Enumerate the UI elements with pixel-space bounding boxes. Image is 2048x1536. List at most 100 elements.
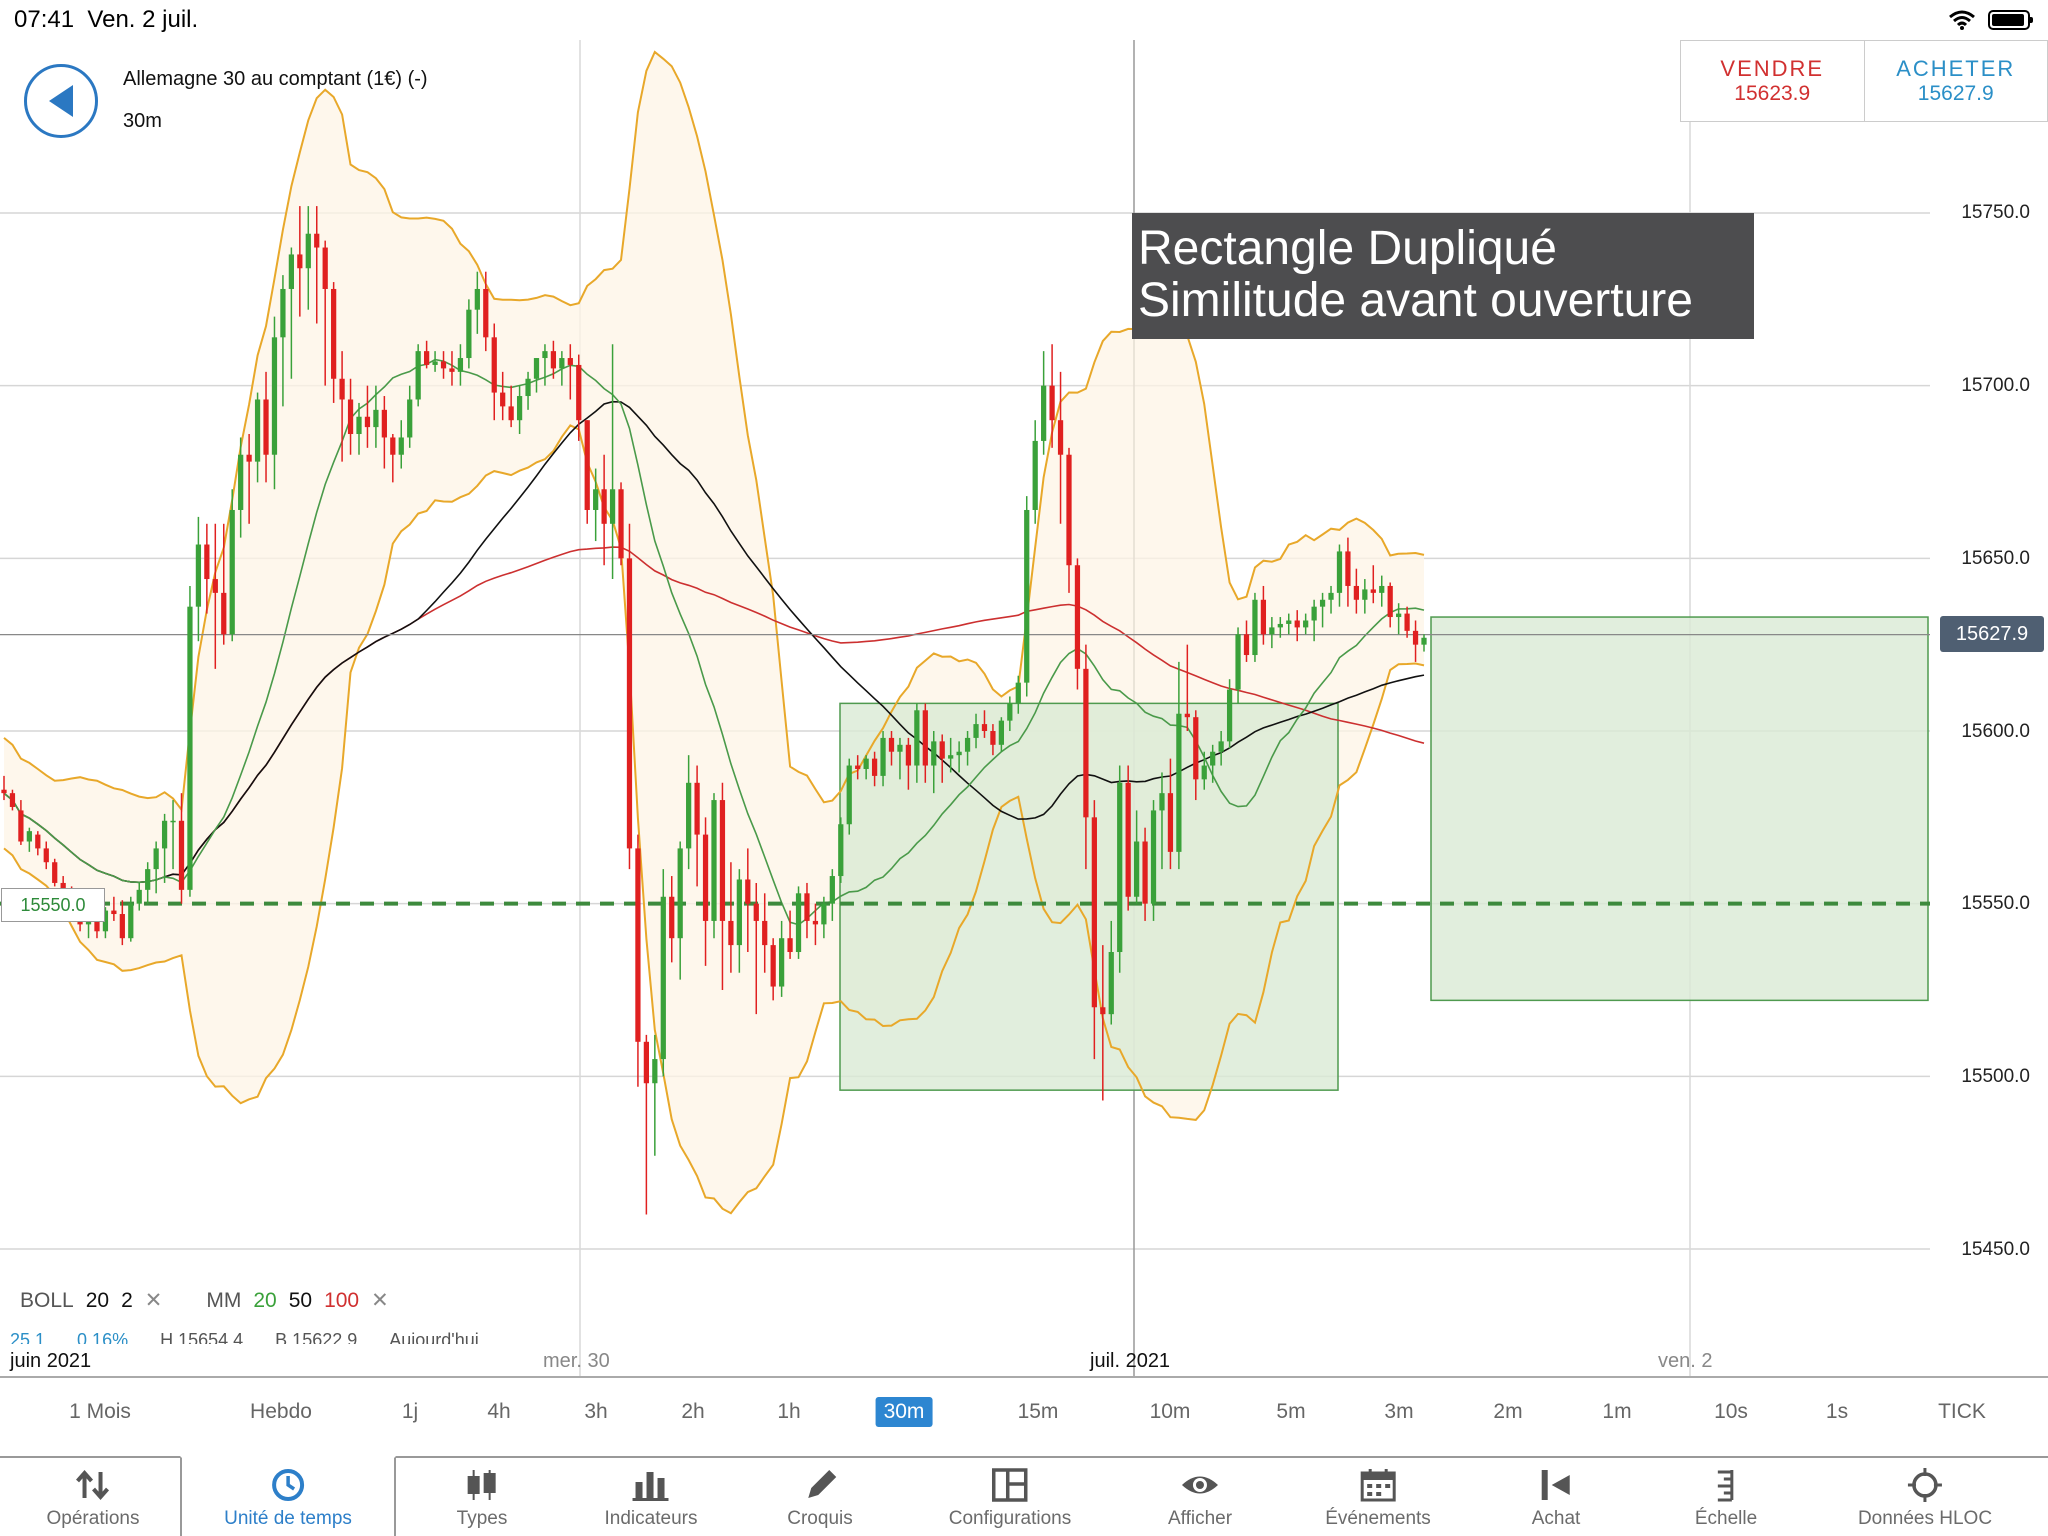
price-tick: 15650.0: [1961, 548, 2030, 569]
timeframe-tick[interactable]: TICK: [1938, 1400, 1986, 1423]
date-label: mer. 30: [543, 1350, 610, 1372]
candle-body: [145, 869, 151, 890]
timeframe-15m[interactable]: 15m: [1017, 1400, 1059, 1423]
tool-indicators[interactable]: Indicateurs: [605, 1458, 697, 1536]
tool-operations[interactable]: Opérations: [47, 1458, 139, 1536]
tool-events[interactable]: Événements: [1325, 1458, 1431, 1536]
tool-label: Échelle: [1694, 1508, 1758, 1529]
candle-body: [1362, 589, 1368, 600]
candle-body: [635, 848, 641, 1042]
timeframe-3h[interactable]: 3h: [584, 1400, 608, 1423]
timeframe-5m[interactable]: 5m: [1276, 1400, 1306, 1423]
timeframe-1s[interactable]: 1s: [1825, 1400, 1849, 1423]
timeframe-1-mois[interactable]: 1 Mois: [69, 1400, 131, 1423]
candle-body: [238, 454, 244, 510]
candle-body: [1015, 682, 1021, 704]
timeframe-1j[interactable]: 1j: [401, 1400, 419, 1423]
candle-body: [1303, 620, 1309, 628]
candle-body: [905, 744, 912, 766]
candle-body: [347, 399, 354, 435]
candle-body: [1083, 668, 1089, 818]
candle-body: [770, 945, 776, 987]
candle-body: [643, 1041, 650, 1084]
candle-body: [1074, 565, 1081, 669]
timeframe-4h[interactable]: 4h: [487, 1400, 511, 1423]
chart-annotation[interactable]: Rectangle Dupliqué Similitude avant ouve…: [1132, 213, 1754, 339]
ma50-line: [3, 400, 1425, 884]
sell-button[interactable]: VENDRE 15623.9: [1681, 41, 1864, 121]
timeframe-1h[interactable]: 1h: [777, 1400, 801, 1423]
candle-body: [533, 358, 540, 379]
candle-body: [195, 544, 202, 607]
candle-body: [170, 820, 176, 823]
tool-purchase[interactable]: Achat: [1532, 1458, 1580, 1536]
timeframe-hebdo[interactable]: Hebdo: [250, 1400, 312, 1423]
timeframe-3m[interactable]: 3m: [1384, 1400, 1414, 1423]
candle-body: [804, 893, 810, 921]
candle-body: [931, 741, 937, 766]
tool-display[interactable]: Afficher: [1168, 1458, 1232, 1536]
candle-body: [753, 903, 759, 921]
candle-body: [246, 454, 252, 462]
timeframe-30m[interactable]: 30m: [875, 1397, 933, 1427]
tool-scale[interactable]: Échelle: [1695, 1458, 1757, 1536]
candle-body: [525, 378, 531, 397]
low-value: B 15622.9: [275, 1330, 358, 1344]
candle-body: [821, 903, 827, 925]
candle-body: [1226, 689, 1233, 742]
price-chart[interactable]: [0, 40, 2048, 1376]
back-button[interactable]: [24, 64, 98, 138]
candle-body: [1252, 599, 1258, 656]
candle-body: [1336, 551, 1343, 593]
candles-icon: [467, 1470, 496, 1500]
tool-configurations[interactable]: Configurations: [949, 1458, 1071, 1536]
level-price-tag[interactable]: 15550.0: [1, 888, 105, 922]
candle-body: [567, 358, 573, 365]
candle-body: [559, 358, 565, 369]
tool-label: Croquis: [787, 1508, 853, 1529]
candle-body: [204, 544, 210, 580]
candle-body: [1066, 454, 1072, 566]
buy-button[interactable]: ACHETER 15627.9: [1863, 41, 2048, 121]
price-tick: 15500.0: [1961, 1066, 2030, 1087]
candle-body: [778, 938, 785, 987]
candle-body: [43, 848, 49, 863]
candle-body: [9, 793, 16, 807]
tool-types[interactable]: Types: [457, 1458, 507, 1536]
candle-body: [119, 914, 125, 939]
timeframe-2m[interactable]: 2m: [1493, 1400, 1523, 1423]
period-label: Aujourd'hui: [389, 1330, 479, 1344]
candle-body: [356, 416, 362, 435]
status-time: 07:41 Ven. 2 juil.: [14, 6, 199, 33]
candle-body: [1379, 585, 1385, 593]
price-tick: 15550.0: [1961, 893, 2030, 914]
candle-body: [728, 920, 734, 946]
annotation-line-2: Similitude avant ouverture: [1138, 274, 1693, 327]
candle-body: [576, 364, 582, 421]
timeframe-2h[interactable]: 2h: [681, 1400, 705, 1423]
candle-body: [795, 893, 802, 953]
remove-boll-icon[interactable]: ✕: [144, 1289, 163, 1312]
remove-mm-icon[interactable]: ✕: [371, 1289, 389, 1312]
candle-body: [1150, 810, 1157, 904]
candle-body: [550, 351, 557, 369]
timeframe-10s[interactable]: 10s: [1714, 1400, 1748, 1423]
candle-body: [1404, 613, 1410, 631]
candle-body: [1108, 952, 1114, 1015]
candle-body: [280, 288, 286, 338]
candle-body: [846, 765, 852, 825]
candle-body: [1159, 793, 1165, 811]
tool-label: Données HLOC: [1857, 1508, 1993, 1529]
timeframe-10m[interactable]: 10m: [1149, 1400, 1191, 1423]
tool-hloc-data[interactable]: Données HLOC: [1858, 1458, 1992, 1536]
tool-time-unit[interactable]: Unité de temps: [224, 1458, 352, 1536]
candle-body: [1421, 637, 1427, 645]
tool-sketch[interactable]: Croquis: [787, 1458, 853, 1536]
candle-body: [1176, 713, 1182, 852]
eye-icon: [1181, 1476, 1218, 1494]
candle-body: [686, 782, 692, 849]
candle-body: [364, 416, 371, 428]
timeframe-1m[interactable]: 1m: [1602, 1400, 1632, 1423]
mm-label: MM: [206, 1288, 242, 1312]
candle-body: [161, 820, 168, 849]
